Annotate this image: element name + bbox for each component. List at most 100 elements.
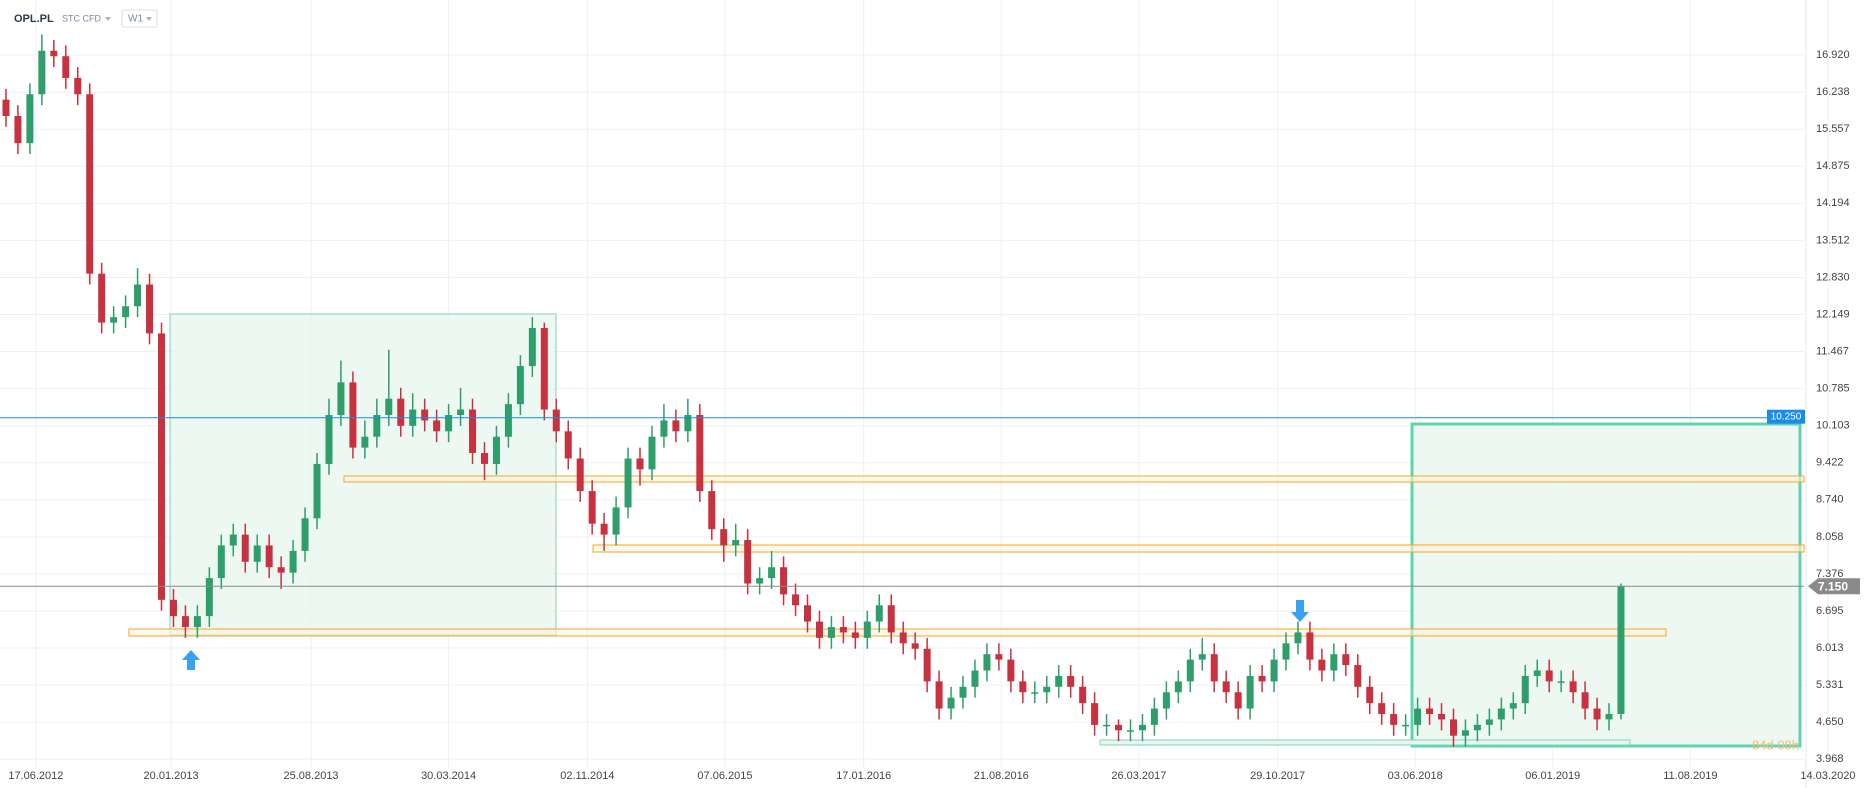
candles bbox=[2, 34, 1625, 747]
candle-body bbox=[1426, 708, 1434, 714]
candle-body bbox=[576, 458, 584, 492]
candle-body bbox=[995, 654, 1003, 660]
price-label: 10.250 bbox=[1771, 411, 1802, 422]
candle-body bbox=[1174, 681, 1182, 693]
candle-body bbox=[289, 550, 297, 573]
interval-box[interactable] bbox=[121, 9, 158, 28]
candle-body bbox=[325, 414, 333, 464]
candle-body bbox=[600, 523, 608, 535]
range-box bbox=[1410, 422, 1802, 748]
y-tick-label: 12.830 bbox=[1816, 271, 1850, 283]
zone bbox=[592, 544, 1805, 553]
instrument-type[interactable]: STC CFD bbox=[62, 13, 101, 23]
y-tick-label: 8.740 bbox=[1816, 494, 1844, 506]
candle-body bbox=[1115, 724, 1123, 731]
candle-body bbox=[1210, 654, 1218, 682]
candle-body bbox=[217, 545, 225, 579]
candle-body bbox=[1414, 708, 1422, 725]
y-tick-label: 4.650 bbox=[1816, 716, 1844, 728]
candle-body bbox=[1162, 692, 1170, 709]
x-tick-label: 11.08.2019 bbox=[1663, 770, 1717, 782]
candle-body bbox=[803, 605, 811, 622]
candle-body bbox=[1234, 692, 1242, 709]
interval[interactable]: W1 bbox=[128, 14, 143, 25]
candle-body bbox=[1449, 719, 1457, 736]
candle-body bbox=[648, 436, 656, 470]
candle-body bbox=[253, 545, 261, 562]
candle-body bbox=[301, 518, 309, 551]
candle-body bbox=[528, 328, 536, 367]
candle-body bbox=[349, 382, 357, 448]
candle-body bbox=[480, 453, 488, 464]
candle-body bbox=[540, 328, 548, 410]
candle-body bbox=[1557, 681, 1565, 683]
candle-body bbox=[146, 284, 154, 334]
candle-body bbox=[863, 621, 871, 638]
candle-body bbox=[110, 317, 118, 323]
price-tag bbox=[1808, 578, 1860, 595]
candle-body bbox=[720, 529, 728, 546]
x-tick-label: 20.01.2013 bbox=[144, 770, 199, 782]
y-tick-label: 6.013 bbox=[1816, 642, 1844, 654]
candle-body bbox=[1581, 692, 1589, 709]
y-tick-label: 10.785 bbox=[1816, 383, 1850, 395]
dropdown-arrow[interactable] bbox=[146, 17, 152, 21]
candle-body bbox=[1103, 724, 1111, 727]
candle-body bbox=[636, 458, 644, 470]
y-tick-label: 6.695 bbox=[1816, 605, 1844, 617]
y-tick-label: 16.238 bbox=[1816, 86, 1850, 98]
range-box bbox=[169, 313, 557, 636]
candle-body bbox=[38, 50, 46, 95]
y-tick-label: 14.194 bbox=[1816, 197, 1850, 209]
candle-body bbox=[361, 436, 369, 448]
candle-body bbox=[768, 567, 776, 579]
candle-body bbox=[1438, 713, 1446, 720]
candle-body bbox=[672, 420, 680, 432]
candle-body bbox=[1186, 659, 1194, 682]
candle-body bbox=[74, 77, 82, 95]
candle-body bbox=[1342, 654, 1350, 666]
x-tick-label: 17.01.2016 bbox=[836, 770, 891, 782]
candle-body bbox=[1366, 686, 1374, 704]
candle-body bbox=[983, 654, 991, 671]
candle-body bbox=[504, 404, 512, 437]
candle-body bbox=[624, 458, 632, 508]
y-tick-label: 11.467 bbox=[1816, 345, 1849, 357]
candle-body bbox=[839, 627, 847, 633]
candle-body bbox=[1390, 713, 1398, 725]
candle-body bbox=[1354, 665, 1362, 687]
candle-body bbox=[1593, 708, 1601, 720]
candle-body bbox=[397, 398, 405, 426]
candle-body bbox=[385, 398, 393, 415]
dropdown-arrow[interactable] bbox=[105, 17, 111, 21]
price-tag bbox=[1767, 409, 1805, 424]
y-tick-label: 13.512 bbox=[1816, 234, 1850, 246]
candle-body bbox=[50, 50, 58, 57]
candle-body bbox=[134, 284, 142, 307]
candle-body bbox=[732, 540, 740, 546]
candle-body bbox=[935, 681, 943, 709]
candle-body bbox=[947, 697, 955, 709]
x-tick-label: 17.06.2012 bbox=[8, 770, 63, 782]
candle-body bbox=[564, 431, 572, 459]
candle-body bbox=[265, 545, 273, 568]
candle-body bbox=[1007, 659, 1015, 682]
candle-body bbox=[684, 414, 692, 432]
x-tick-label: 07.06.2015 bbox=[697, 770, 752, 782]
candle-body bbox=[1473, 724, 1481, 731]
candle-body bbox=[792, 594, 800, 606]
range-box bbox=[1099, 739, 1631, 746]
x-tick-label: 21.08.2016 bbox=[974, 770, 1029, 782]
candle-body bbox=[612, 507, 620, 535]
candle-body bbox=[14, 116, 22, 144]
candle-body bbox=[373, 414, 381, 437]
y-tick-label: 16.920 bbox=[1816, 49, 1850, 61]
candle-body bbox=[1318, 659, 1326, 671]
candle-body bbox=[708, 491, 716, 530]
zone bbox=[128, 628, 1667, 637]
candle-body bbox=[1485, 719, 1493, 725]
y-tick-label: 7.376 bbox=[1816, 568, 1844, 580]
x-tick-label: 03.06.2018 bbox=[1388, 770, 1443, 782]
candle-body bbox=[122, 306, 130, 318]
